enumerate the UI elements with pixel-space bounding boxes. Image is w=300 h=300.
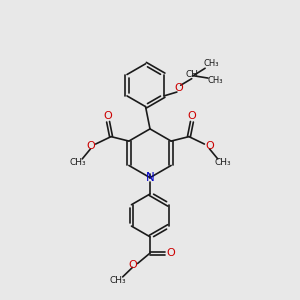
Text: O: O: [166, 248, 175, 258]
Text: N: N: [146, 171, 154, 184]
Text: CH₃: CH₃: [70, 158, 86, 167]
Text: O: O: [205, 141, 214, 152]
Text: CH₃: CH₃: [203, 59, 219, 68]
Text: CH₃: CH₃: [109, 276, 126, 285]
Text: CH₃: CH₃: [208, 76, 223, 85]
Text: O: O: [86, 141, 95, 152]
Text: O: O: [128, 260, 137, 270]
Text: O: O: [174, 82, 183, 93]
Text: CH: CH: [185, 70, 198, 79]
Text: O: O: [188, 111, 196, 121]
Text: CH₃: CH₃: [214, 158, 231, 167]
Text: O: O: [104, 111, 112, 121]
